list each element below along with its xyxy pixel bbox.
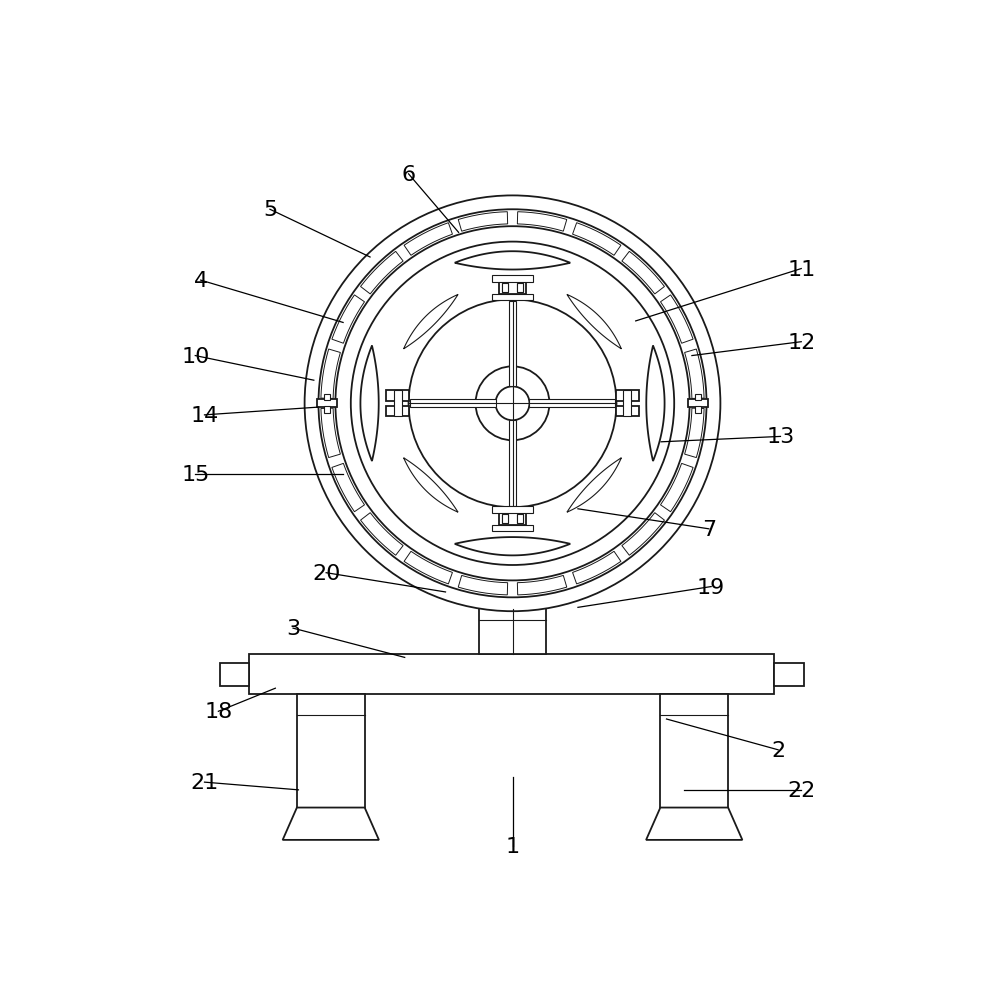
Bar (220, 663, 249, 686)
Polygon shape (688, 400, 708, 408)
Polygon shape (646, 808, 742, 840)
Polygon shape (573, 224, 621, 256)
Text: 22: 22 (787, 780, 815, 800)
Circle shape (409, 300, 616, 508)
Polygon shape (573, 552, 621, 584)
Polygon shape (685, 409, 704, 458)
Text: 20: 20 (312, 564, 340, 583)
Polygon shape (492, 507, 533, 513)
Polygon shape (324, 395, 330, 401)
Polygon shape (404, 224, 452, 256)
Polygon shape (317, 400, 337, 408)
Polygon shape (616, 391, 639, 402)
Polygon shape (646, 346, 665, 461)
Polygon shape (567, 295, 621, 350)
Polygon shape (517, 284, 523, 293)
Polygon shape (455, 251, 570, 270)
Text: 12: 12 (787, 332, 815, 352)
Polygon shape (685, 350, 704, 399)
Bar (774, 663, 804, 686)
Polygon shape (509, 420, 516, 506)
Bar (472, 588, 553, 605)
Polygon shape (622, 252, 664, 294)
Polygon shape (529, 400, 615, 408)
Polygon shape (332, 464, 365, 512)
Polygon shape (386, 391, 409, 402)
Polygon shape (502, 284, 508, 293)
Text: 13: 13 (766, 427, 795, 447)
Polygon shape (410, 400, 496, 408)
Polygon shape (509, 301, 516, 387)
Polygon shape (321, 350, 340, 399)
Polygon shape (517, 576, 567, 595)
Polygon shape (502, 515, 508, 524)
Polygon shape (517, 284, 523, 293)
Text: 4: 4 (194, 270, 208, 291)
Text: 5: 5 (263, 200, 277, 220)
Polygon shape (458, 576, 508, 595)
Polygon shape (404, 552, 452, 584)
Circle shape (305, 196, 720, 611)
Bar (479, 605, 546, 655)
Polygon shape (361, 513, 403, 556)
Text: 11: 11 (787, 259, 815, 279)
Polygon shape (386, 407, 409, 416)
Polygon shape (517, 213, 567, 232)
Polygon shape (567, 458, 621, 513)
Text: 2: 2 (771, 741, 785, 760)
Polygon shape (394, 391, 402, 416)
Polygon shape (324, 407, 330, 414)
Text: 10: 10 (181, 346, 209, 366)
Circle shape (318, 210, 707, 597)
Polygon shape (622, 513, 664, 556)
Polygon shape (616, 407, 639, 416)
Polygon shape (360, 346, 379, 461)
Circle shape (476, 367, 549, 440)
Text: 1: 1 (505, 836, 520, 856)
Polygon shape (404, 295, 458, 350)
Polygon shape (695, 407, 701, 414)
Text: 6: 6 (401, 165, 416, 185)
Bar (297, 695, 365, 808)
Bar (660, 695, 728, 808)
Text: 14: 14 (190, 406, 219, 425)
Polygon shape (499, 513, 526, 526)
Polygon shape (660, 464, 693, 512)
Polygon shape (332, 295, 365, 344)
Circle shape (496, 387, 529, 420)
Text: 7: 7 (702, 519, 716, 540)
Text: 15: 15 (181, 464, 209, 485)
Polygon shape (321, 409, 340, 458)
Polygon shape (517, 515, 523, 524)
Polygon shape (502, 284, 508, 293)
Polygon shape (695, 395, 701, 401)
Polygon shape (623, 391, 631, 416)
Text: 19: 19 (697, 577, 725, 597)
Polygon shape (517, 515, 523, 524)
Polygon shape (404, 458, 458, 513)
Circle shape (351, 243, 674, 566)
Text: 21: 21 (190, 772, 219, 792)
Polygon shape (660, 295, 693, 344)
Bar (249, 655, 774, 695)
Text: 18: 18 (204, 702, 232, 722)
Polygon shape (502, 515, 508, 524)
Polygon shape (283, 808, 379, 840)
Circle shape (335, 227, 690, 580)
Text: 3: 3 (286, 618, 300, 638)
Polygon shape (492, 526, 533, 532)
Polygon shape (455, 538, 570, 556)
Polygon shape (499, 282, 526, 294)
Polygon shape (492, 276, 533, 282)
Polygon shape (492, 294, 533, 301)
Polygon shape (458, 213, 508, 232)
Polygon shape (361, 252, 403, 294)
